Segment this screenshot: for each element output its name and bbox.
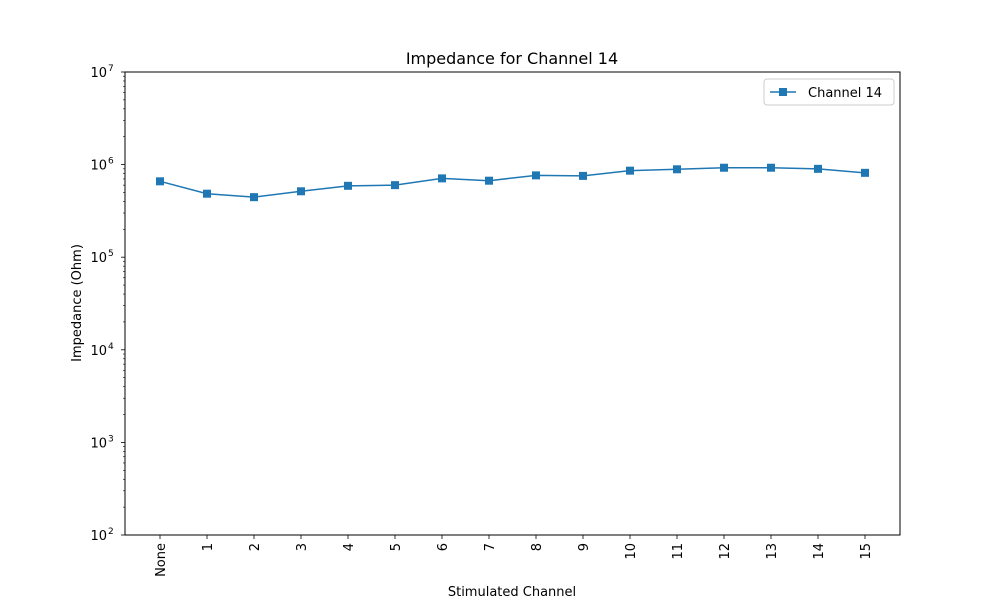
- chart-title: Impedance for Channel 14: [406, 49, 618, 68]
- x-tick-label: 6: [436, 543, 451, 551]
- legend-box: [763, 78, 895, 106]
- y-tick-label: 10: [90, 251, 107, 266]
- y-tick-label: 10: [90, 344, 107, 359]
- data-point-marker: [673, 165, 681, 174]
- data-point-marker: [344, 181, 352, 190]
- x-tick-label: 2: [248, 543, 263, 551]
- data-point-marker: [861, 168, 869, 177]
- x-tick-label: 15: [859, 543, 874, 560]
- x-tick-label: 13: [765, 543, 780, 560]
- y-tick-label: 10: [90, 529, 107, 544]
- x-axis-label: Stimulated Channel: [448, 585, 576, 600]
- y-tick-label: 10: [90, 66, 107, 81]
- data-point-marker: [485, 176, 493, 185]
- x-tick-label: 12: [718, 543, 733, 560]
- x-tick-label: 8: [530, 543, 545, 551]
- series-layer: [156, 163, 869, 202]
- x-tick-label: 4: [342, 543, 357, 551]
- y-tick-exponent: 2: [108, 527, 114, 537]
- data-point-marker: [391, 181, 399, 190]
- y-tick-exponent: 3: [108, 434, 114, 444]
- data-point-marker: [814, 164, 822, 173]
- x-tick-label: 3: [295, 543, 310, 551]
- x-axis: None 1 2 3 4 5 6 7 8 9 10 11 12 13 14 15: [154, 535, 874, 577]
- x-tick-label: 10: [624, 543, 639, 560]
- y-tick-label: 10: [90, 436, 107, 451]
- plot-area: [124, 71, 901, 536]
- data-point-marker: [203, 189, 211, 198]
- x-tick-label: None: [154, 543, 169, 577]
- x-tick-label: 7: [483, 543, 498, 551]
- data-point-marker: [156, 177, 164, 186]
- x-tick-label: 9: [577, 543, 592, 551]
- y-tick-label: 10: [90, 159, 107, 174]
- data-point-marker: [720, 163, 728, 172]
- legend: Channel 14: [763, 78, 895, 106]
- data-point-marker: [250, 193, 258, 202]
- x-tick-label: 5: [389, 543, 404, 551]
- y-axis-label: Impedance (Ohm): [70, 244, 85, 362]
- legend-label: Channel 14: [808, 86, 882, 101]
- data-point-marker: [579, 171, 587, 180]
- data-point-marker: [626, 166, 634, 175]
- y-tick-exponent: 7: [108, 64, 114, 74]
- y-tick-exponent: 6: [108, 157, 114, 167]
- legend-marker: [779, 88, 787, 96]
- plot-frame: [124, 71, 901, 536]
- y-tick-exponent: 4: [108, 342, 114, 352]
- y-tick-exponent: 5: [108, 249, 114, 259]
- x-tick-label: 1: [201, 543, 216, 551]
- series-line: [159, 166, 866, 198]
- data-point-marker: [297, 187, 305, 196]
- data-point-marker: [767, 163, 775, 172]
- x-tick-label: 11: [671, 543, 686, 560]
- x-tick-label: 14: [812, 543, 827, 560]
- data-point-marker: [532, 171, 540, 180]
- data-point-marker: [438, 174, 446, 183]
